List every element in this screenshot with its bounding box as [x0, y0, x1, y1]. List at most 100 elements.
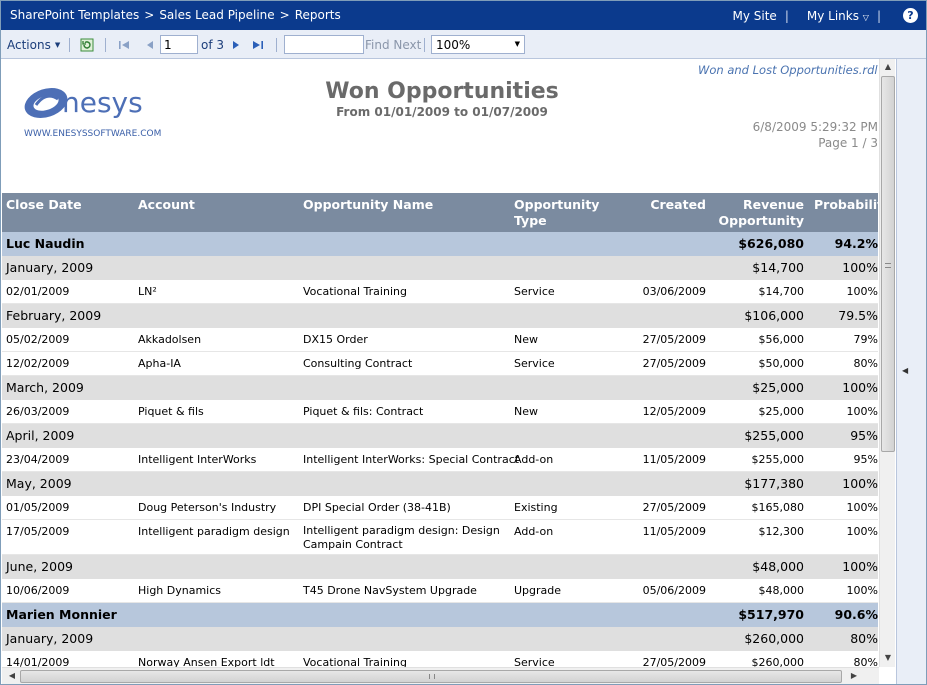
revenue-cell: $48,000 — [758, 584, 805, 597]
rdl-file-link[interactable]: Won and Lost Opportunities.rdl — [698, 63, 878, 77]
toolbar-divider — [105, 38, 106, 52]
report-page-indicator: Page 1 / 3 — [818, 136, 878, 150]
scroll-left-icon[interactable]: ◀ — [8, 671, 16, 680]
month-group-row: March, 2009 $25,000 100% — [2, 376, 878, 400]
refresh-button[interactable] — [80, 30, 94, 59]
breadcrumb-separator: > — [144, 8, 155, 22]
revenue-cell: $255,000 — [751, 453, 805, 466]
report-title: Won Opportunities — [325, 79, 559, 104]
breadcrumb-sales-lead-pipeline[interactable]: Sales Lead Pipeline — [159, 8, 275, 22]
expand-panel-icon[interactable]: ◀ — [902, 366, 909, 375]
actions-label: Actions — [7, 37, 51, 52]
account-cell: High Dynamics — [138, 584, 222, 597]
table-row: 05/02/2009 Akkadolsen DX15 Order New 27/05/2… — [2, 328, 878, 352]
table-row: 10/06/2009 High Dynamics T45 Drone NavSyst… — [2, 579, 878, 603]
column-account[interactable]: Account — [138, 197, 195, 212]
group-revenue-total: $48,000 — [752, 559, 804, 574]
toolbar-divider — [69, 38, 70, 52]
breadcrumb-reports[interactable]: Reports — [294, 8, 341, 22]
opportunity-type-cell: Service — [514, 285, 555, 298]
vertical-scrollbar[interactable]: ▲ ▼ — [879, 59, 895, 667]
first-page-button[interactable] — [117, 30, 131, 59]
owner-group-row: Luc Naudin $626,080 94.2% — [2, 232, 878, 256]
created-cell: 03/06/2009 — [642, 285, 706, 298]
group-probability: 94.2% — [834, 236, 878, 251]
grip-icon — [885, 263, 891, 268]
month-label: April, 2009 — [6, 428, 75, 443]
logo-url: WWW.ENESYSSOFTWARE.COM — [24, 129, 162, 139]
column-created[interactable]: Created — [650, 197, 706, 212]
owner-name[interactable]: Luc Naudin — [6, 236, 85, 251]
page-number-input[interactable] — [160, 35, 198, 54]
scroll-up-icon[interactable]: ▲ — [884, 62, 892, 71]
close-date-cell: 10/06/2009 — [6, 584, 70, 597]
month-label: June, 2009 — [6, 559, 73, 574]
top-links: My Site | My Links ▽ | ? — [732, 8, 918, 23]
table-row: 14/01/2009 Norway Ansen Export ldt Vocatio… — [2, 651, 878, 667]
probability-cell: 95% — [853, 453, 878, 466]
group-revenue-total: $177,380 — [744, 476, 804, 491]
grip-icon — [429, 674, 435, 679]
opportunity-type-cell: New — [514, 405, 538, 418]
top-links-separator: | — [876, 8, 881, 23]
top-links-separator: | — [784, 8, 789, 23]
revenue-cell: $50,000 — [758, 357, 805, 370]
month-group-row: April, 2009 $255,000 95% — [2, 424, 878, 448]
horizontal-scrollbar[interactable]: ◀ ▶ — [2, 667, 879, 684]
created-cell: 27/05/2009 — [642, 333, 706, 346]
table-row: 23/04/2009 Intelligent InterWorks Intellig… — [2, 448, 878, 472]
actions-menu[interactable]: Actions ▼ — [7, 30, 60, 59]
group-probability: 95% — [850, 428, 878, 443]
account-cell: Piquet & fils — [138, 405, 204, 418]
vertical-scroll-thumb[interactable] — [881, 76, 895, 452]
next-page-button[interactable] — [229, 30, 243, 59]
opportunities-table: Close Date Account Opportunity Name Oppo… — [2, 193, 878, 667]
my-links-menu[interactable]: My Links ▽ — [807, 9, 869, 23]
zoom-value: 100% — [436, 38, 471, 52]
month-label: May, 2009 — [6, 476, 72, 491]
horizontal-scroll-thumb[interactable] — [20, 670, 842, 683]
opportunity-type-cell: Existing — [514, 501, 558, 514]
breadcrumb-sharepoint-templates[interactable]: SharePoint Templates — [10, 8, 140, 22]
close-date-cell: 14/01/2009 — [6, 656, 70, 667]
revenue-cell: $56,000 — [758, 333, 805, 346]
chevron-down-icon: ▼ — [514, 40, 520, 48]
previous-page-button[interactable] — [143, 30, 157, 59]
column-close-date[interactable]: Close Date — [6, 197, 82, 212]
last-page-icon — [251, 38, 265, 52]
probability-cell: 100% — [846, 525, 878, 538]
table-body: Luc Naudin $626,080 94.2% January, 2009 $14,… — [2, 232, 878, 667]
toolbar-divider — [276, 38, 277, 52]
probability-cell: 100% — [846, 285, 878, 298]
my-site-link[interactable]: My Site — [732, 8, 777, 23]
group-revenue-total: $255,000 — [744, 428, 804, 443]
scroll-down-icon[interactable]: ▼ — [884, 653, 892, 662]
created-cell: 05/06/2009 — [642, 584, 706, 597]
created-cell: 27/05/2009 — [642, 656, 706, 667]
group-probability: 90.6% — [834, 607, 878, 622]
opportunity-name-cell: Intelligent paradigm design: Design Camp… — [303, 524, 500, 551]
table-header: Close Date Account Opportunity Name Oppo… — [2, 193, 878, 232]
column-opportunity-name[interactable]: Opportunity Name — [303, 197, 434, 212]
opportunity-name-cell: Consulting Contract — [303, 357, 413, 370]
created-cell: 27/05/2009 — [642, 357, 706, 370]
group-revenue-total: $626,080 — [738, 236, 804, 251]
help-icon[interactable]: ? — [903, 8, 918, 23]
month-group-row: February, 2009 $106,000 79.5% — [2, 304, 878, 328]
zoom-select[interactable]: 100% ▼ — [431, 30, 525, 59]
breadcrumb-separator: > — [279, 8, 290, 22]
revenue-cell: $12,300 — [758, 525, 805, 538]
opportunity-name-cell: T45 Drone NavSystem Upgrade — [303, 584, 477, 597]
column-revenue-opportunity[interactable]: Revenue Opportunity — [718, 197, 804, 228]
last-page-button[interactable] — [251, 30, 265, 59]
find-next-link[interactable]: Find Next — [365, 37, 422, 52]
column-probability[interactable]: Probability — [814, 197, 878, 212]
group-probability: 100% — [842, 380, 878, 395]
month-label: January, 2009 — [6, 260, 94, 275]
scroll-right-icon[interactable]: ▶ — [850, 671, 858, 680]
owner-name[interactable]: Marien Monnier — [6, 607, 117, 622]
group-probability: 100% — [842, 260, 878, 275]
find-text-input[interactable] — [284, 35, 364, 54]
close-date-cell: 26/03/2009 — [6, 405, 70, 418]
column-opportunity-type[interactable]: Opportunity Type — [514, 197, 600, 228]
